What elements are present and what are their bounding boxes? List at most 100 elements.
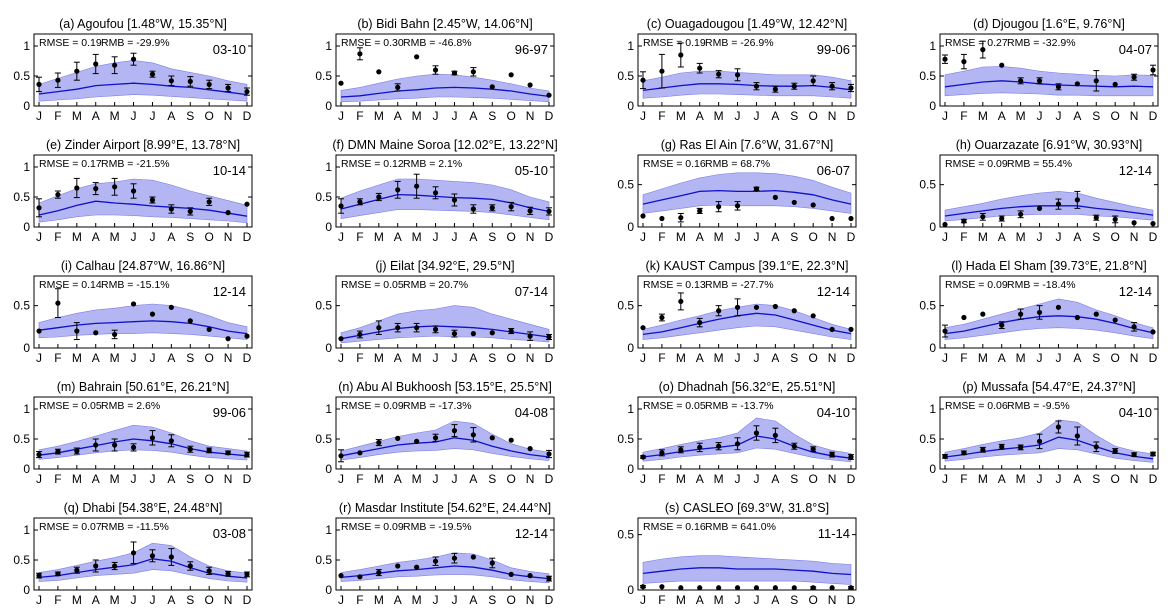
- obs-point: [206, 199, 212, 205]
- x-tick-label: D: [545, 109, 554, 123]
- x-tick-label: M: [374, 109, 384, 123]
- x-tick-label: A: [92, 109, 100, 123]
- obs-point: [244, 201, 250, 207]
- x-tick-label: D: [1149, 230, 1158, 244]
- rmb-label: RMB = -19.5%: [403, 521, 472, 533]
- obs-point: [659, 215, 665, 222]
- model-line: [642, 83, 852, 92]
- model-line: [340, 193, 550, 213]
- y-tick-label: 0.5: [919, 432, 936, 446]
- x-tick-label: J: [753, 351, 759, 365]
- x-tick-label: S: [488, 109, 496, 123]
- panel-title: (q) Dhabi [54.38°E, 24.48°N]: [64, 501, 223, 515]
- obs-point: [470, 432, 476, 438]
- x-tick-label: J: [433, 472, 439, 486]
- x-tick-label: F: [356, 109, 363, 123]
- model-line: [340, 437, 550, 458]
- obs-point: [980, 447, 986, 453]
- x-tick-label: A: [92, 593, 100, 607]
- panel: (o) Dhadnah [56.32°E, 25.51°N]00.51J F M A M…: [617, 380, 857, 486]
- axes-box: [335, 33, 555, 107]
- y-tick-label: 1: [929, 39, 936, 53]
- x-tick-label: F: [54, 230, 61, 244]
- x-tick-label: A: [469, 230, 477, 244]
- rmse-label: RMSE = 0.19: [39, 37, 102, 49]
- obs-point: [432, 190, 439, 196]
- x-tick-label: S: [186, 230, 194, 244]
- model-line: [944, 436, 1154, 460]
- x-tick-label: A: [167, 351, 175, 365]
- obs-point: [451, 331, 458, 337]
- x-tick-label: A: [92, 351, 100, 365]
- axes-box: [33, 154, 253, 228]
- rmse-label: RMSE = 0.06: [945, 400, 1008, 412]
- y-tick-label: 1: [23, 39, 30, 53]
- x-tick-label: F: [356, 472, 363, 486]
- period-label: 99-06: [817, 42, 850, 57]
- y-tick-label: 0.5: [315, 69, 332, 83]
- obs-point: [999, 215, 1005, 222]
- obs-point: [961, 59, 967, 65]
- panel-title: (o) Dhadnah [56.32°E, 25.51°N]: [659, 380, 836, 394]
- x-tick-label: J: [735, 472, 741, 486]
- y-tick-label: 0.5: [13, 190, 30, 204]
- obs-point: [74, 185, 80, 191]
- obs-point: [149, 71, 156, 77]
- obs-point: [753, 430, 760, 436]
- obs-point: [414, 183, 420, 189]
- x-tick-label: J: [131, 593, 137, 607]
- x-tick-label: F: [54, 109, 61, 123]
- obs-point: [1018, 444, 1024, 450]
- obs-point: [470, 206, 476, 212]
- rmse-label: RMSE = 0.05: [643, 400, 706, 412]
- obs-point: [432, 435, 439, 441]
- y-tick-label: 0: [929, 462, 936, 476]
- x-tick-label: F: [356, 230, 363, 244]
- x-tick-label: S: [790, 593, 798, 607]
- rmb-label: RMB = -11.5%: [101, 521, 169, 533]
- x-tick-label: A: [696, 351, 704, 365]
- obs-point: [187, 446, 193, 452]
- obs-point: [1131, 324, 1137, 330]
- obs-point: [489, 560, 495, 566]
- obs-point: [149, 435, 156, 441]
- x-tick-label: A: [1073, 351, 1081, 365]
- model-line: [944, 205, 1154, 217]
- x-tick-label: M: [1016, 230, 1026, 244]
- x-tick-label: D: [847, 593, 856, 607]
- obs-point: [244, 89, 250, 95]
- obs-point: [225, 450, 231, 456]
- y-tick-label: 0.5: [13, 553, 30, 567]
- x-tick-label: N: [1130, 109, 1139, 123]
- obs-point: [168, 206, 174, 212]
- panel: (e) Zinder Airport [8.99°E, 13.78°N] 0 0.5…: [13, 138, 253, 244]
- y-tick-label: 0: [325, 341, 332, 355]
- x-tick-label: J: [338, 109, 344, 123]
- x-tick-label: S: [186, 109, 194, 123]
- obs-point: [829, 83, 835, 89]
- obs-point: [470, 554, 476, 560]
- panel: (h) Ouarzazate [6.91°W, 30.93°N]00.5J F M A…: [919, 138, 1159, 244]
- model-line: [340, 86, 550, 98]
- obs-point: [716, 71, 722, 77]
- x-tick-label: M: [676, 351, 686, 365]
- panel: (p) Mussafa [54.47°E, 24.37°N]00.51J F M A M…: [919, 380, 1159, 486]
- x-tick-label: F: [658, 593, 665, 607]
- obs-point: [942, 328, 948, 334]
- model-line: [944, 80, 1154, 88]
- rmse-label: RMSE = 0.09: [945, 279, 1008, 291]
- x-tick-label: F: [54, 351, 61, 365]
- x-tick-label: O: [507, 593, 516, 607]
- x-tick-label: S: [790, 351, 798, 365]
- obs-point: [791, 199, 797, 206]
- panel-title: (r) Masdar Institute [54.62°E, 24.44°N]: [339, 501, 551, 515]
- rmse-label: RMSE = 0.09: [341, 521, 404, 533]
- obs-point: [55, 300, 61, 306]
- x-tick-label: N: [224, 593, 233, 607]
- obs-point: [1036, 309, 1043, 316]
- x-tick-label: S: [1092, 472, 1100, 486]
- x-tick-label: D: [847, 109, 856, 123]
- obs-point: [187, 318, 193, 324]
- obs-point: [697, 208, 703, 214]
- x-tick-label: M: [978, 472, 988, 486]
